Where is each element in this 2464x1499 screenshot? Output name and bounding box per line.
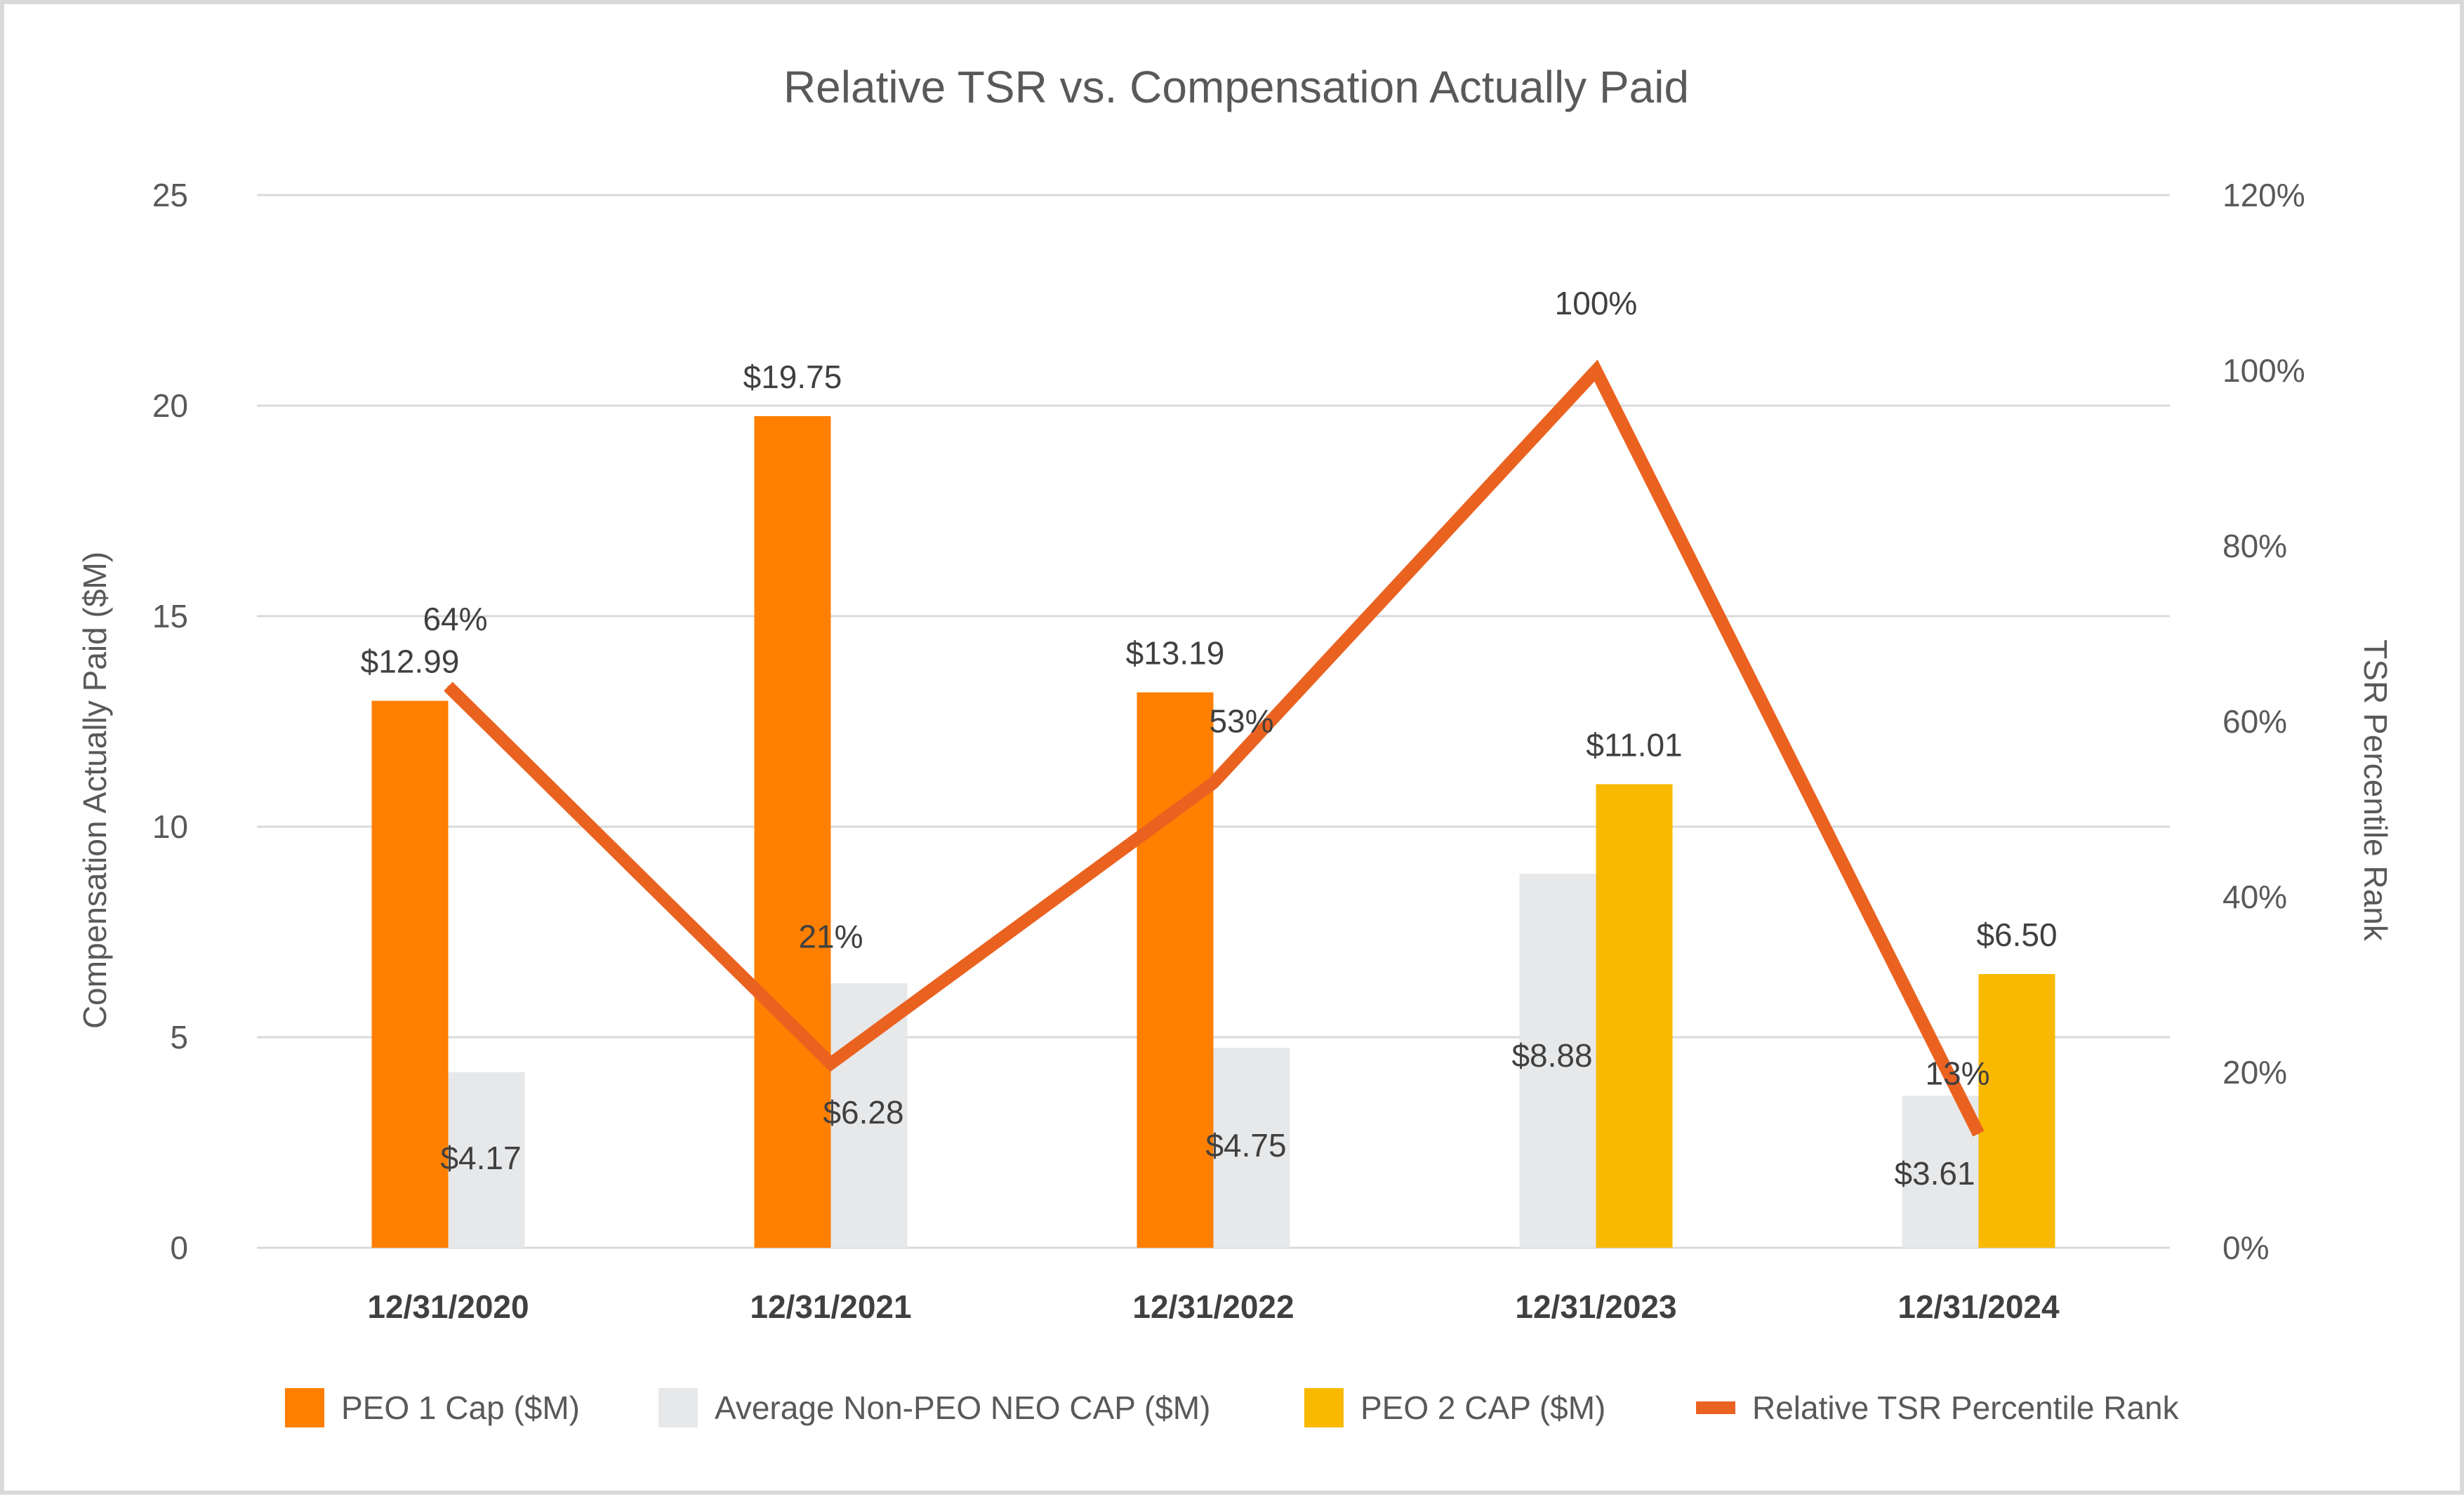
chart-title: Relative TSR vs. Compensation Actually P… [783, 62, 1689, 112]
left-tick-label: 0 [170, 1230, 188, 1266]
line-data-label: 64% [423, 601, 487, 637]
left-tick-label: 25 [152, 177, 188, 213]
legend-swatch [658, 1388, 698, 1427]
bar [448, 1072, 525, 1248]
bar-data-label: $6.50 [1976, 917, 2057, 953]
bar-data-label: $4.17 [440, 1140, 521, 1176]
bar [1596, 784, 1673, 1248]
bar-series [371, 416, 2055, 1248]
category-label: 12/31/2024 [1897, 1288, 2060, 1325]
legend-label: Relative TSR Percentile Rank [1752, 1390, 2180, 1426]
tsr-point [447, 686, 449, 687]
legend-label: PEO 1 Cap ($M) [341, 1390, 580, 1426]
data-labels: $12.99 $4.17 $19.75 $6.28 $13.19 $4.75 $8.88 $1… [361, 285, 2058, 1192]
bar [830, 983, 908, 1248]
line-data-label: 21% [798, 919, 863, 955]
category-label: 12/31/2022 [1132, 1288, 1294, 1325]
legend-swatch [285, 1388, 324, 1427]
right-tick-label: 80% [2223, 528, 2287, 564]
legend-swatch [1696, 1401, 1735, 1414]
right-tick-label: 120% [2223, 177, 2305, 213]
category-labels: 12/31/2020 12/31/2021 12/31/2022 12/31/2023… [367, 1288, 2060, 1325]
right-tick-label: 100% [2223, 352, 2305, 389]
left-axis-ticks: 0 5 10 15 20 25 [152, 177, 188, 1266]
tsr-point [1595, 370, 1597, 371]
bar-data-label: $6.28 [823, 1094, 903, 1131]
left-tick-label: 5 [170, 1019, 188, 1055]
bar [371, 700, 449, 1248]
line-data-label: 13% [1925, 1055, 1989, 1092]
bar-data-label: $12.99 [361, 644, 460, 680]
chart-canvas: Relative TSR vs. Compensation Actually P… [77, 62, 2394, 1427]
category-label: 12/31/2023 [1515, 1288, 1676, 1325]
tsr-point [1212, 782, 1214, 784]
legend-swatch [1304, 1388, 1344, 1427]
bar [754, 416, 831, 1248]
right-axis-title: TSR Percentile Rank [2357, 639, 2394, 941]
category-label: 12/31/2020 [367, 1288, 529, 1325]
category-label: 12/31/2021 [750, 1288, 911, 1325]
legend-label: PEO 2 CAP ($M) [1360, 1390, 1605, 1426]
right-tick-label: 60% [2223, 703, 2287, 740]
right-tick-label: 0% [2223, 1230, 2269, 1266]
right-tick-label: 20% [2223, 1054, 2287, 1091]
bar [1978, 974, 2055, 1248]
bar [1213, 1048, 1290, 1248]
right-axis-ticks: 0% 20% 40% 60% 80% 100% 120% [2223, 177, 2305, 1266]
bar-data-label: $4.75 [1205, 1127, 1286, 1164]
right-tick-label: 40% [2223, 879, 2287, 915]
line-data-label: 53% [1209, 703, 1273, 740]
bar [1137, 692, 1214, 1248]
bar-data-label: $19.75 [743, 359, 842, 395]
left-tick-label: 10 [152, 808, 188, 845]
bar-data-label: $13.19 [1126, 635, 1225, 672]
bar-data-label: $11.01 [1586, 726, 1682, 763]
legend: PEO 1 Cap ($M) Average Non-PEO NEO CAP ($… [285, 1388, 2180, 1427]
bar-data-label: $8.88 [1511, 1037, 1592, 1074]
line-data-label: 100% [1555, 285, 1638, 321]
bar [1519, 874, 1596, 1248]
legend-label: Average Non-PEO NEO CAP ($M) [715, 1390, 1210, 1426]
line-series [444, 359, 1985, 1137]
tsr-point [830, 1062, 832, 1065]
tsr-point [1978, 1133, 1980, 1135]
left-tick-label: 20 [152, 387, 188, 424]
bar-data-label: $3.61 [1894, 1155, 1975, 1192]
left-axis-title: Compensation Actually Paid ($M) [77, 552, 113, 1029]
left-tick-label: 15 [152, 598, 188, 634]
